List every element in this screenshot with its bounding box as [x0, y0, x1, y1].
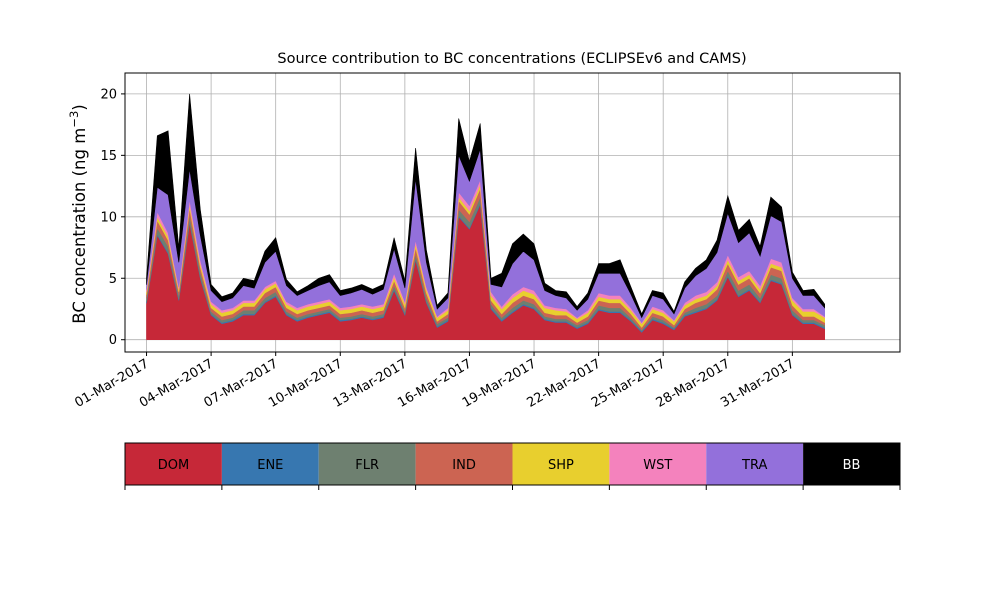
stacked-areas — [146, 93, 825, 341]
color-legend: DOM ENE FLR IND SHP WST TRA BB — [124, 442, 901, 490]
legend-label-dom: DOM — [158, 458, 189, 473]
legend-swatch-flr — [318, 443, 416, 485]
y-tick-label: 20 — [100, 87, 117, 102]
y-axis-label-main: BC concentration (ng m — [70, 128, 89, 324]
plot-frame — [124, 72, 901, 353]
legend-swatch-tra — [706, 443, 804, 485]
y-tick-label: 0 — [109, 333, 117, 348]
legend-swatch-shp — [512, 443, 610, 485]
legend-label-wst: WST — [643, 458, 672, 473]
y-tick-label: 5 — [109, 272, 117, 287]
legend-label-ind: IND — [452, 458, 476, 473]
axes-frame — [124, 72, 901, 353]
legend-swatch-ene — [221, 443, 319, 485]
y-tick-label: 10 — [100, 210, 117, 225]
legend-label-shp: SHP — [548, 458, 574, 473]
legend-label-bb: BB — [843, 458, 861, 473]
chart-title: Source contribution to BC concentrations… — [277, 51, 746, 67]
x-tick-label: 31-Mar-2017 — [718, 356, 797, 410]
y-axis-label-exponent: −3 — [67, 111, 81, 128]
legend-swatch-bb — [803, 443, 900, 485]
legend-label-ene: ENE — [257, 458, 283, 473]
y-axis-label-close: ) — [70, 104, 89, 110]
legend-label-flr: FLR — [355, 458, 379, 473]
y-tick-label: 15 — [100, 149, 117, 164]
y-axis-label: BC concentration (ng m−3) — [67, 104, 89, 323]
legend-swatch-ind — [415, 443, 513, 485]
legend-label-tra: TRA — [741, 458, 767, 473]
area-bb — [146, 93, 825, 319]
legend-swatch-dom — [125, 443, 222, 485]
legend-swatch-wst — [609, 443, 707, 485]
